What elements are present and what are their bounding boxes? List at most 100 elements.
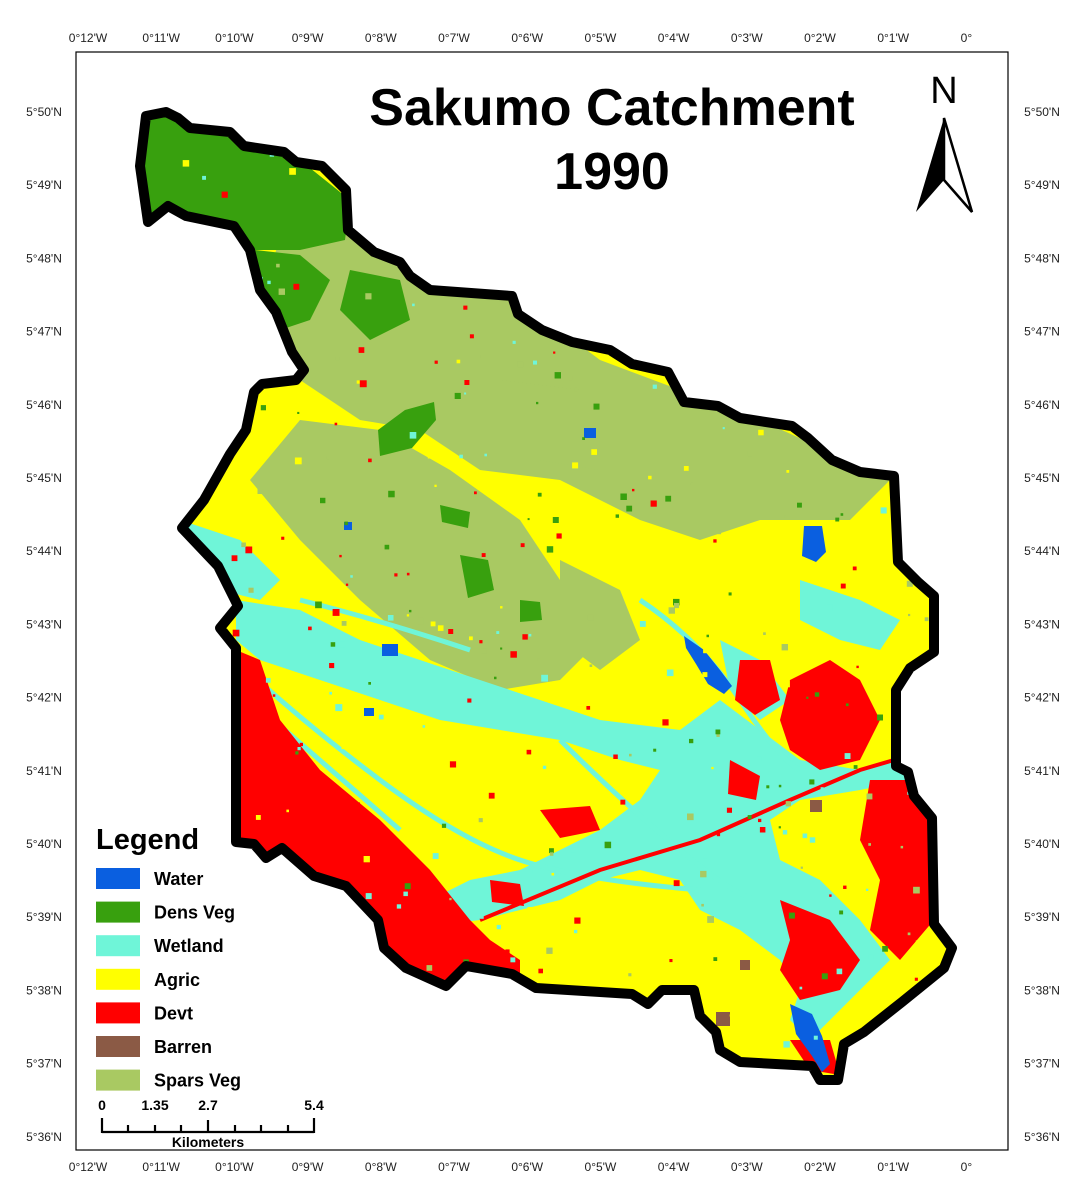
land-cover-speckle xyxy=(255,815,261,820)
land-cover-speckle xyxy=(783,1041,790,1048)
land-cover-speckle xyxy=(907,932,911,936)
land-cover-speckle xyxy=(383,317,386,320)
legend-swatch xyxy=(96,1069,140,1091)
devt-patch xyxy=(860,780,934,960)
longitude-label-top: 0°2'W xyxy=(804,31,836,45)
land-cover-speckle xyxy=(715,729,721,735)
land-cover-speckle xyxy=(339,554,342,558)
land-cover-speckle xyxy=(500,606,503,609)
land-cover-speckle xyxy=(289,168,296,175)
water-body xyxy=(790,1004,830,1072)
dens-veg-patch xyxy=(140,112,350,250)
land-cover-speckle xyxy=(716,832,721,837)
land-cover-speckle xyxy=(650,500,657,507)
land-cover-speckle xyxy=(478,913,484,919)
scale-bar-tick-label: 0 xyxy=(98,1097,106,1113)
land-cover-speckle xyxy=(784,515,787,518)
land-cover-speckle xyxy=(310,192,317,199)
land-cover-speckle xyxy=(241,542,246,548)
longitude-label-bottom: 0°7'W xyxy=(438,1160,470,1174)
land-cover-speckle xyxy=(778,826,781,829)
land-cover-speckle xyxy=(332,609,340,616)
longitude-label-top: 0° xyxy=(961,31,973,45)
land-cover-speckle xyxy=(549,852,554,856)
land-cover-speckle xyxy=(924,617,929,622)
land-cover-speckle xyxy=(533,360,537,365)
dens-veg-patch xyxy=(378,402,436,456)
water-body xyxy=(684,636,732,694)
land-cover-speckle xyxy=(866,888,869,891)
land-cover-speckle xyxy=(554,372,561,379)
land-cover-speckle xyxy=(908,613,911,617)
land-cover-speckle xyxy=(344,521,348,526)
land-cover-speckle xyxy=(528,633,532,637)
land-cover-speckle xyxy=(434,484,437,487)
latitude-label-right: 5°49'N xyxy=(1024,178,1060,192)
land-cover-speckle xyxy=(800,866,803,869)
land-cover-speckle xyxy=(542,500,548,506)
land-cover-speckle xyxy=(785,801,791,807)
land-cover-speckle xyxy=(522,634,528,640)
latitude-label-left: 5°39'N xyxy=(26,910,62,924)
longitude-label-bottom: 0°3'W xyxy=(731,1160,763,1174)
dens-veg-patch xyxy=(340,270,410,340)
land-cover-speckle xyxy=(543,794,549,801)
land-cover-speckle xyxy=(632,488,635,492)
legend-label: Barren xyxy=(154,1037,212,1057)
land-cover-speckle xyxy=(877,714,883,721)
land-cover-speckle xyxy=(706,634,709,638)
land-cover-speckle xyxy=(387,615,394,621)
land-cover-speckle xyxy=(574,917,581,924)
legend-title: Legend xyxy=(96,824,199,856)
map-title-line-2: 1990 xyxy=(554,143,670,201)
land-cover-speckle xyxy=(556,533,562,539)
land-cover-speckle xyxy=(689,738,694,744)
land-cover-speckle xyxy=(378,714,384,720)
land-cover-speckle xyxy=(840,513,844,516)
land-cover-speckle xyxy=(789,829,796,837)
latitude-label-right: 5°43'N xyxy=(1024,617,1060,631)
land-cover-speckle xyxy=(449,761,457,768)
land-cover-speckle xyxy=(286,809,289,813)
longitude-label-bottom: 0° xyxy=(961,1160,973,1174)
land-cover-speckle xyxy=(326,456,330,460)
latitude-label-left: 5°49'N xyxy=(26,178,62,192)
land-cover-speckle xyxy=(257,488,264,494)
land-cover-speckle xyxy=(497,482,502,487)
land-cover-speckle xyxy=(814,692,820,697)
land-cover-speckle xyxy=(202,175,206,180)
land-cover-speckle xyxy=(341,621,347,626)
land-cover-speckle xyxy=(456,359,461,364)
latitude-label-right: 5°42'N xyxy=(1024,691,1060,705)
land-cover-speckle xyxy=(783,681,790,688)
land-cover-speckle xyxy=(786,470,790,473)
land-cover-speckle xyxy=(591,449,597,455)
barren-patch xyxy=(716,1012,730,1026)
land-cover-speckle xyxy=(496,924,501,930)
land-cover-speckle xyxy=(615,514,619,518)
land-cover-speckle xyxy=(426,965,433,971)
scale-bar: 0 1.35 2.7 5.4 Kilometers xyxy=(98,1097,324,1150)
land-cover-speckle xyxy=(546,546,554,553)
barren-land-cover xyxy=(716,800,822,1026)
land-cover-speckle xyxy=(552,517,559,523)
land-cover-speckle xyxy=(409,432,417,439)
latitude-label-right: 5°37'N xyxy=(1024,1057,1060,1071)
water-body xyxy=(382,644,398,656)
land-cover-speckle xyxy=(836,968,843,975)
wetland-patch xyxy=(180,520,280,600)
longitude-label-bottom: 0°1'W xyxy=(877,1160,909,1174)
land-cover-speckle xyxy=(759,827,766,833)
land-cover-speckle xyxy=(634,679,639,683)
land-cover-speckle xyxy=(350,575,353,578)
land-cover-speckle xyxy=(788,912,795,919)
land-cover-speckle xyxy=(802,833,808,839)
land-cover-speckle xyxy=(687,813,694,821)
devt-patch xyxy=(728,760,760,800)
land-cover-speckle xyxy=(409,609,412,613)
scale-bar-tick-label: 1.35 xyxy=(141,1097,168,1113)
land-cover-speckle xyxy=(839,910,844,915)
spars-veg-patch xyxy=(250,208,890,540)
land-cover-speckle xyxy=(620,493,627,500)
land-cover-speckle xyxy=(536,513,541,518)
